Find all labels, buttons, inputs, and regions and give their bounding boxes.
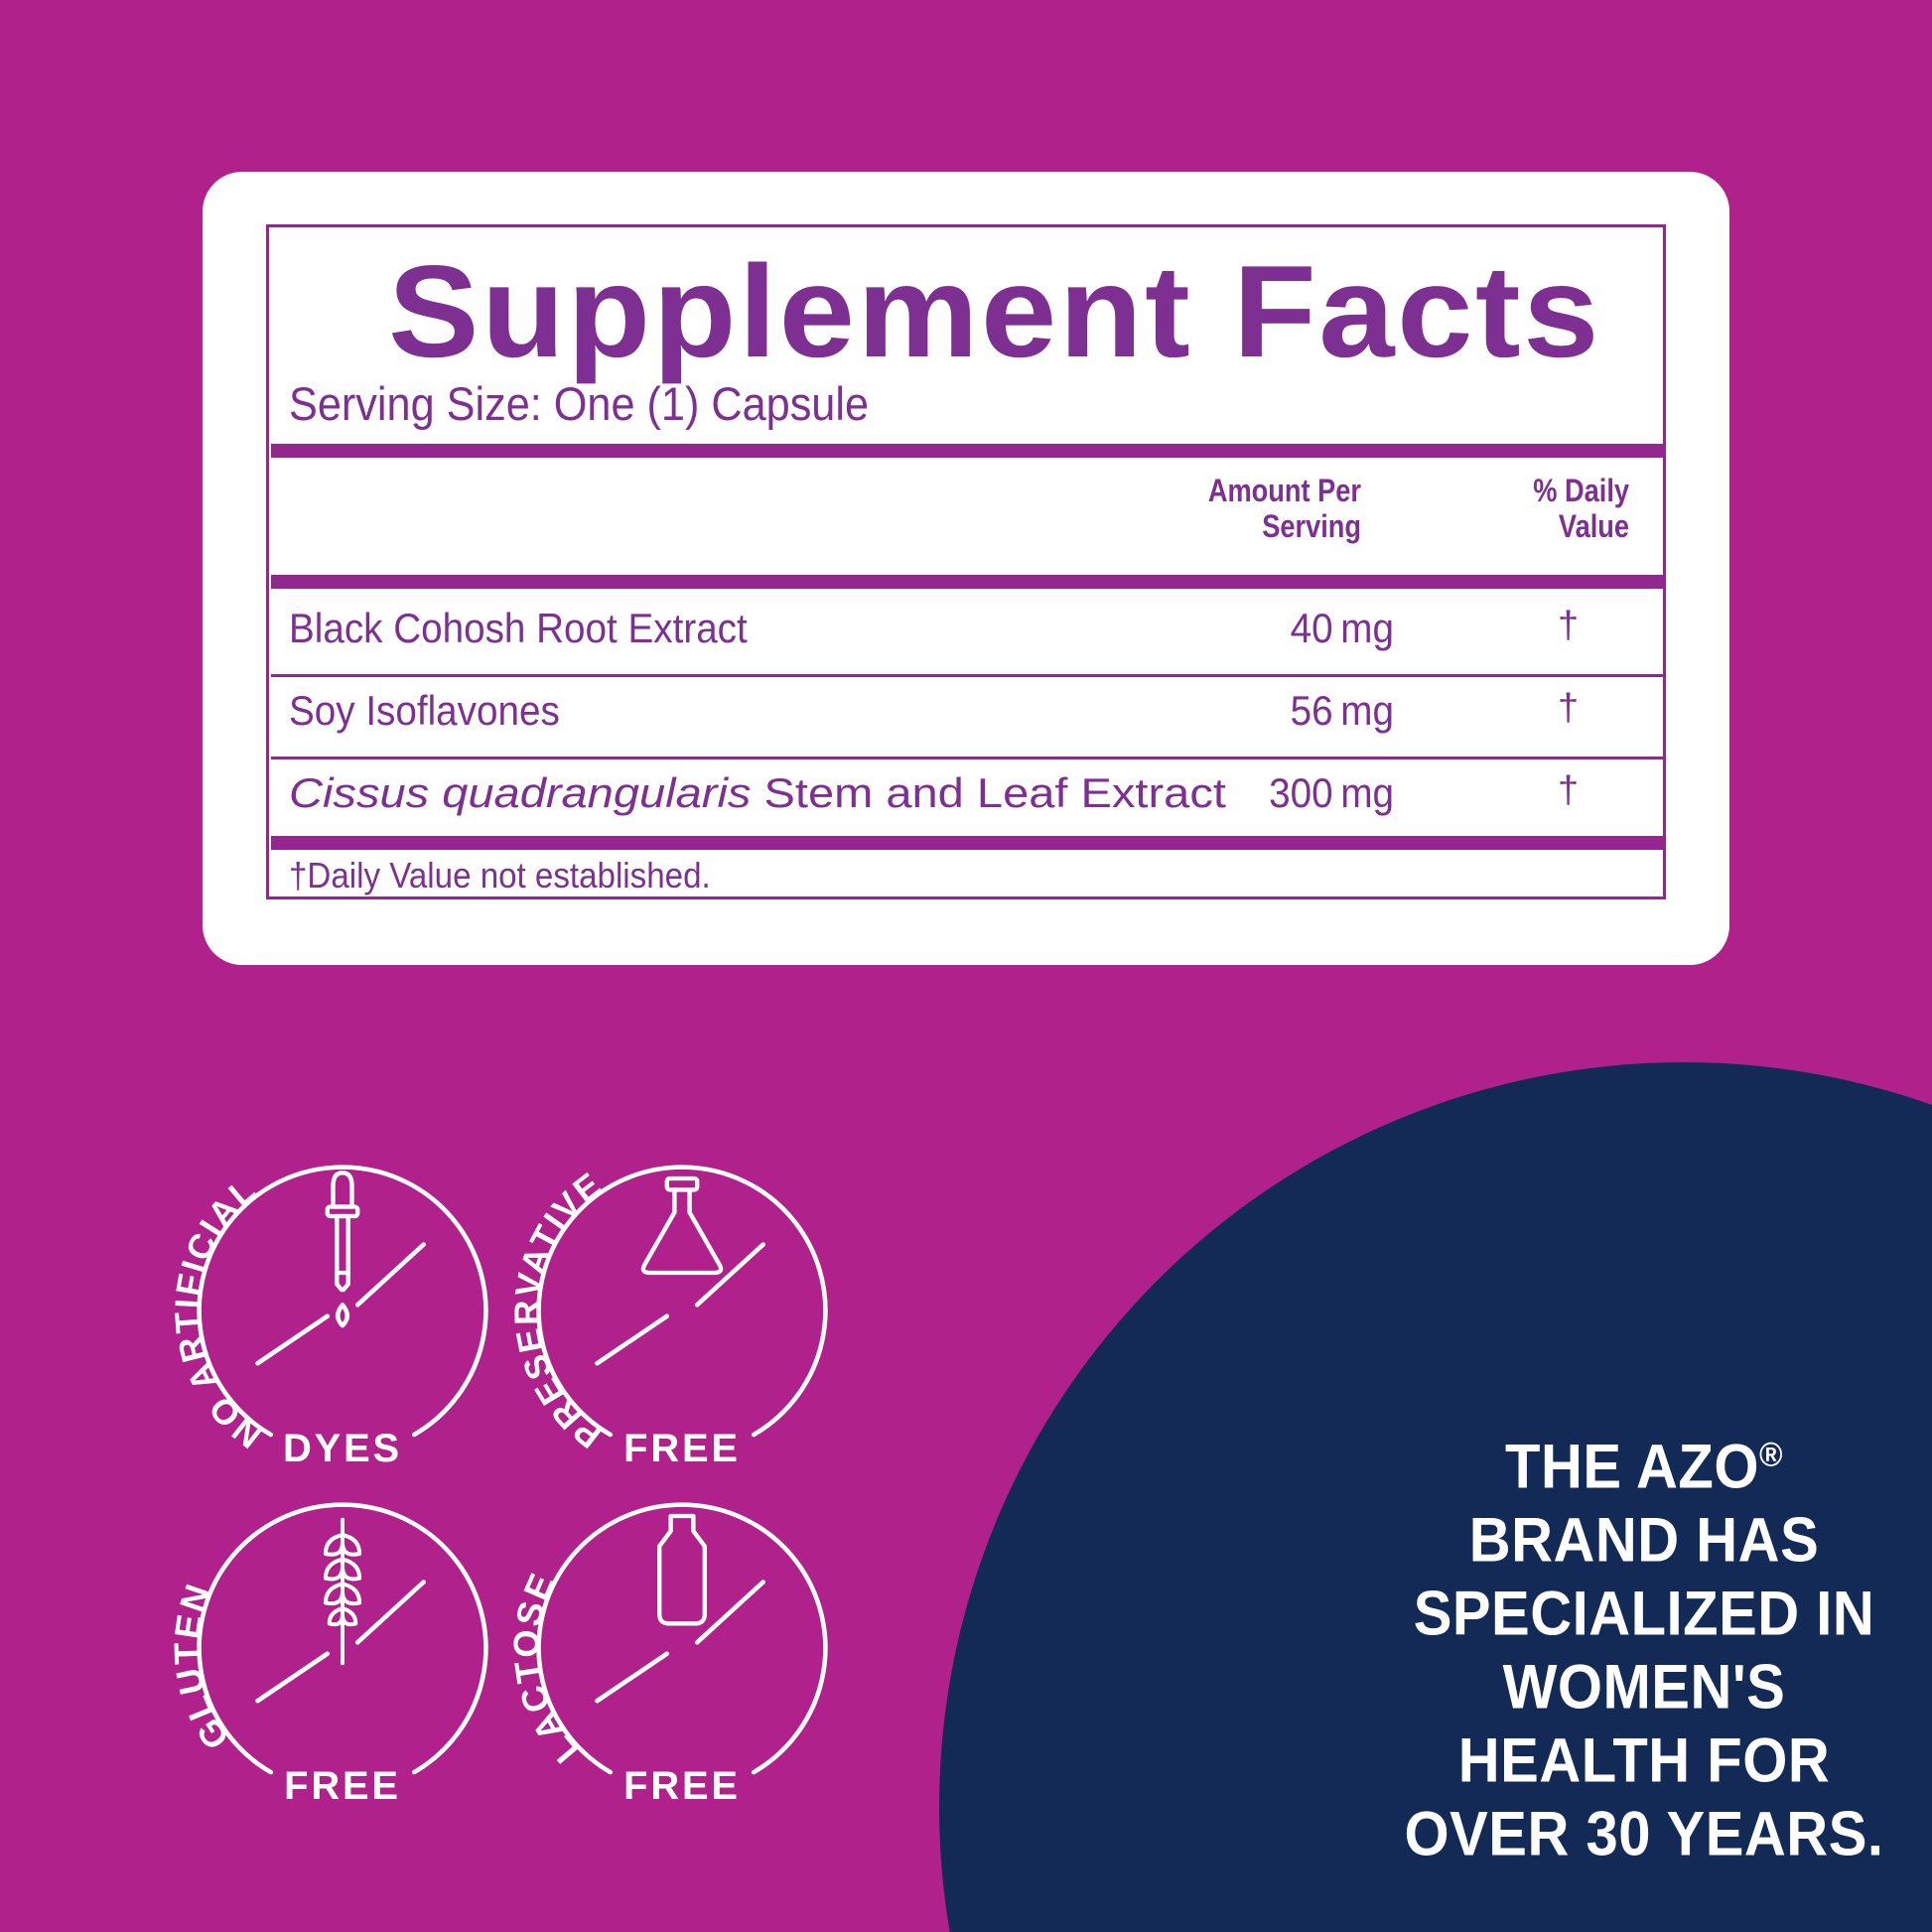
svg-text:LACTOSE: LACTOSE bbox=[505, 1566, 587, 1771]
svg-text:FREE: FREE bbox=[284, 1764, 401, 1808]
svg-text:PRESERVATIVE: PRESERVATIVE bbox=[507, 1165, 610, 1455]
svg-text:GLUTEN: GLUTEN bbox=[166, 1578, 237, 1756]
svg-text:FREE: FREE bbox=[623, 1764, 741, 1808]
svg-text:NO ARTIFICIAL: NO ARTIFICIAL bbox=[168, 1170, 269, 1455]
